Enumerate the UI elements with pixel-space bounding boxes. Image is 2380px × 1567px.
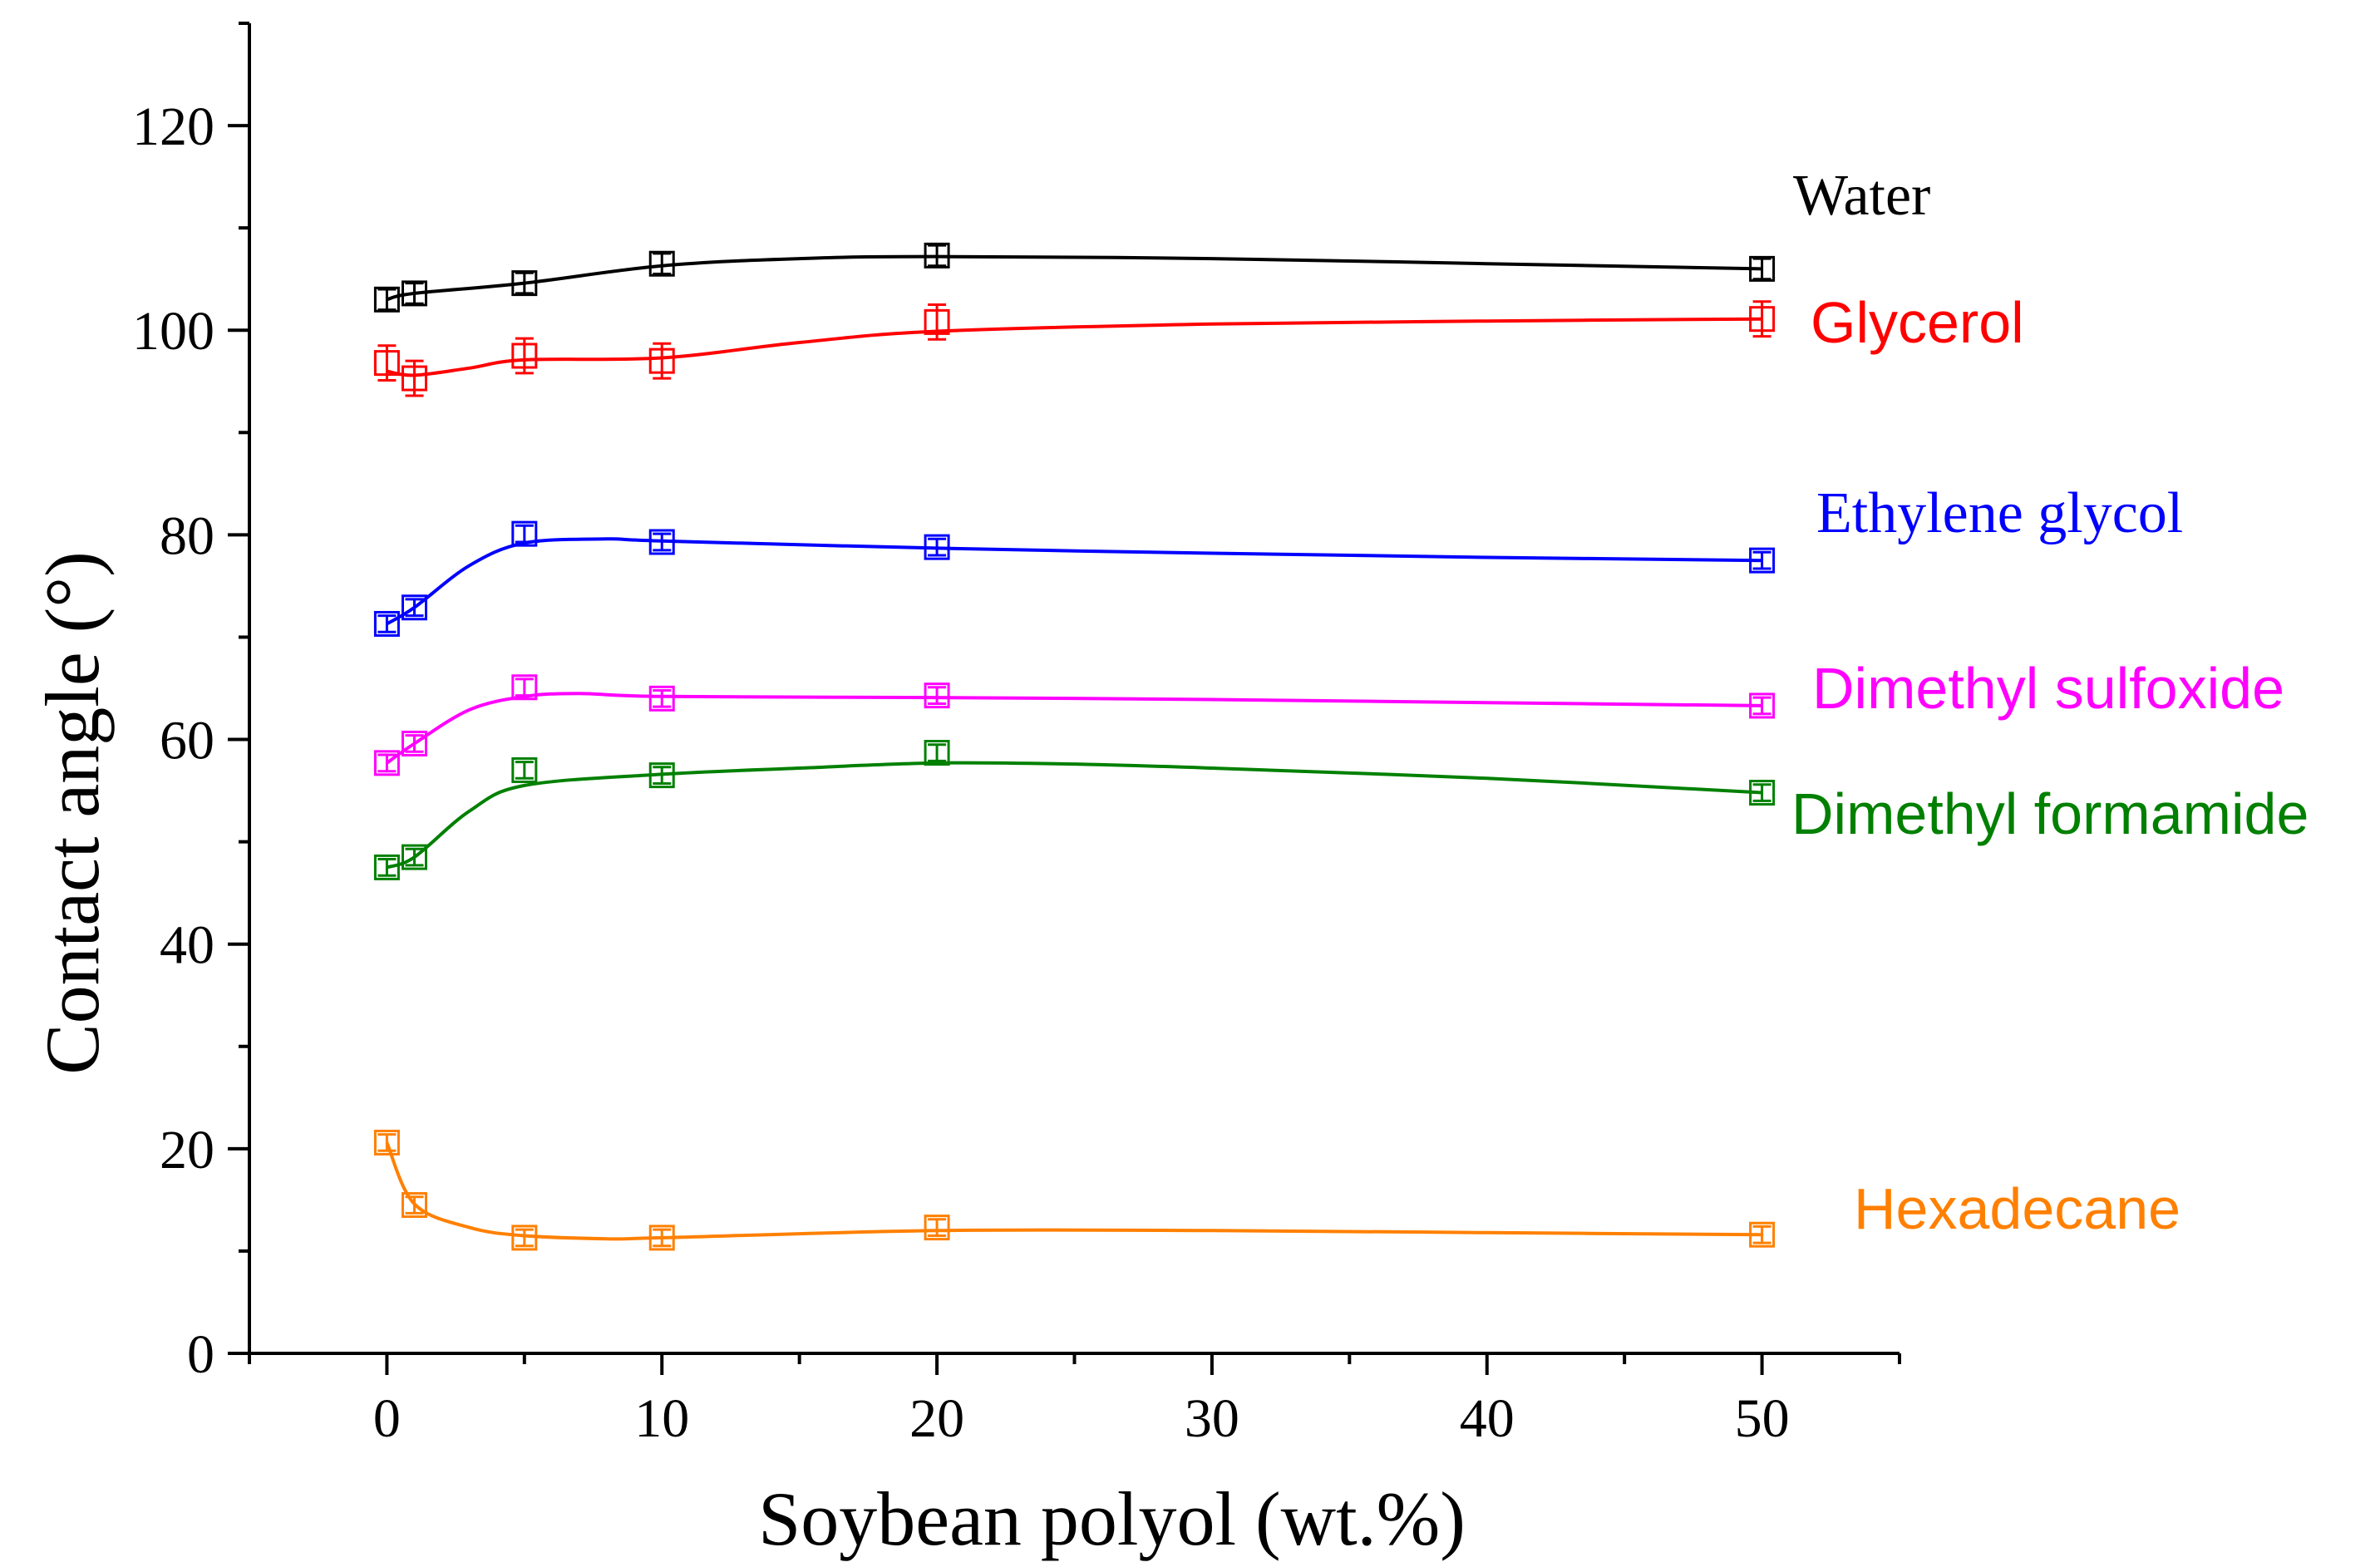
data-point [1749,255,1776,282]
data-point [1749,547,1776,574]
data-point [924,534,950,560]
data-point [511,342,538,369]
data-point [648,762,675,789]
data-point [1749,692,1776,719]
data-point [924,1215,950,1241]
x-tick-label: 0 [373,1388,401,1449]
y-tick-label: 60 [160,711,214,771]
series-dimethyl-sulfoxide [373,674,1776,776]
data-point [648,1225,675,1251]
axes-layer: 0 20 40 60 80 100 120 0 10 20 30 40 50 [132,22,1901,1449]
y-axis-title: Contact angle (°) [30,551,115,1074]
series-line [386,254,1762,302]
label-layer: Water Glycerol Ethylene glycol Dimethyl sul… [1791,164,2309,1241]
x-axis-title: Soybean polyol (wt.%) [758,1476,1466,1561]
series-line [386,537,1762,626]
data-point [373,610,400,637]
series-ethylene-glycol [373,520,1776,637]
data-point [1749,1221,1776,1248]
y-tick-label: 0 [187,1324,214,1385]
x-tick-label: 40 [1460,1388,1515,1449]
series-layer [373,242,1776,1251]
y-tick-label: 120 [132,96,214,157]
data-point [373,750,400,776]
data-point [1749,780,1776,806]
data-point [511,756,538,783]
data-point [924,682,950,709]
data-point [511,520,538,547]
data-point [402,280,427,307]
data-point [402,594,427,621]
y-tick-label: 100 [132,301,214,362]
data-point [924,242,950,269]
data-point [402,1192,427,1219]
x-tick-label: 50 [1735,1388,1790,1449]
data-point [373,286,400,313]
data-point [511,674,538,701]
data-point [648,250,675,277]
series-line [386,692,1762,765]
series-label-dimethyl-sulfoxide: Dimethyl sulfoxide [1812,656,2284,721]
data-point [402,365,427,392]
series-label-dimethyl-formamide: Dimethyl formamide [1791,781,2309,846]
data-point [924,740,950,766]
series-label-ethylene-glycol: Ethylene glycol [1816,481,2183,545]
y-tick-label: 80 [160,505,214,566]
x-tick-label: 10 [634,1388,689,1449]
data-point [402,844,427,870]
data-point [373,350,400,377]
series-label-hexadecane: Hexadecane [1854,1176,2180,1241]
y-tick-label: 40 [160,915,214,976]
data-point [648,685,675,712]
series-line [386,761,1762,870]
data-point [402,730,427,756]
data-point [373,854,400,880]
series-line [387,317,1762,377]
series-label-water: Water [1793,164,1930,228]
series-hexadecane [373,1129,1776,1251]
y-tick-label: 20 [160,1120,214,1180]
x-tick-label: 30 [1185,1388,1239,1449]
series-water [373,242,1776,313]
data-point [924,308,950,335]
data-point [511,270,538,297]
series-dimethyl-formamide [373,740,1776,880]
data-point [648,529,675,555]
data-point [373,1129,400,1156]
series-line [385,1141,1762,1241]
data-point [648,347,675,374]
series-label-glycerol: Glycerol [1811,290,2024,355]
data-point [1749,306,1776,333]
x-tick-label: 20 [909,1388,964,1449]
series-glycerol [373,300,1776,397]
data-point [511,1225,538,1251]
